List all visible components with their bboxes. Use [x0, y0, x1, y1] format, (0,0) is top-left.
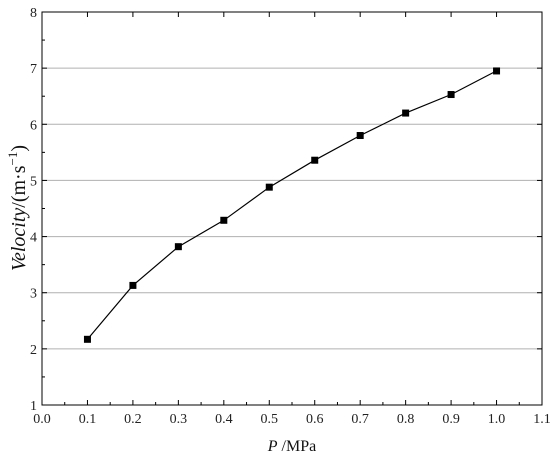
x-tick-label-3: 0.3 — [170, 412, 188, 427]
y-axis-ticks: 1 2 3 4 5 6 7 8 — [30, 6, 542, 414]
x-axis-var: P — [267, 438, 278, 455]
y-axis-title: Velocity/(m·s−1) — [5, 145, 30, 271]
data-point-7 — [402, 109, 410, 117]
y-tick-label-7: 8 — [30, 6, 37, 21]
y-axis-unit-exp: −1 — [5, 152, 20, 166]
data-point-9 — [493, 67, 501, 75]
y-axis-unit-open: /(m·s — [8, 165, 30, 207]
x-tick-label-10: 1.0 — [488, 412, 506, 427]
data-point-3 — [220, 216, 228, 224]
x-tick-label-6: 0.6 — [306, 412, 324, 427]
x-tick-label-9: 0.9 — [442, 412, 460, 427]
grid-lines — [42, 67, 542, 350]
y-tick-label-4: 5 — [30, 174, 37, 189]
x-axis-ticks: 0.0 0.1 0.2 0.3 0.4 0.5 0.6 0.7 0.8 0.9 1.0 1.1 — [33, 12, 550, 427]
data-point-1 — [129, 281, 137, 289]
y-tick-label-6: 7 — [30, 62, 37, 77]
x-tick-label-0: 0.0 — [33, 412, 51, 427]
x-tick-label-11: 1.1 — [533, 412, 550, 427]
data-point-5 — [311, 156, 319, 164]
y-axis-unit-close: ) — [8, 145, 30, 152]
x-axis-unit: /MPa — [278, 438, 317, 455]
series-line-0 — [87, 70, 497, 340]
plot-border — [41, 11, 543, 406]
x-tick-label-8: 0.8 — [397, 412, 415, 427]
plot-frame — [41, 11, 543, 406]
data-series — [83, 67, 501, 343]
y-axis-var: Velocity — [8, 208, 30, 271]
y-tick-label-5: 6 — [30, 118, 37, 133]
data-point-0 — [83, 335, 91, 343]
y-tick-label-0: 1 — [30, 399, 37, 414]
x-tick-label-7: 0.7 — [351, 412, 369, 427]
data-point-2 — [174, 243, 182, 251]
x-tick-label-1: 0.1 — [79, 412, 97, 427]
x-tick-label-2: 0.2 — [124, 412, 142, 427]
data-point-8 — [447, 91, 455, 99]
y-tick-label-3: 4 — [30, 231, 37, 246]
x-tick-label-4: 0.4 — [215, 412, 233, 427]
x-tick-label-5: 0.5 — [261, 412, 279, 427]
y-tick-label-1: 2 — [30, 343, 37, 358]
x-axis-title: P /MPa — [267, 438, 316, 455]
data-point-4 — [265, 183, 273, 191]
y-tick-label-2: 3 — [30, 287, 37, 302]
data-point-6 — [356, 132, 364, 140]
